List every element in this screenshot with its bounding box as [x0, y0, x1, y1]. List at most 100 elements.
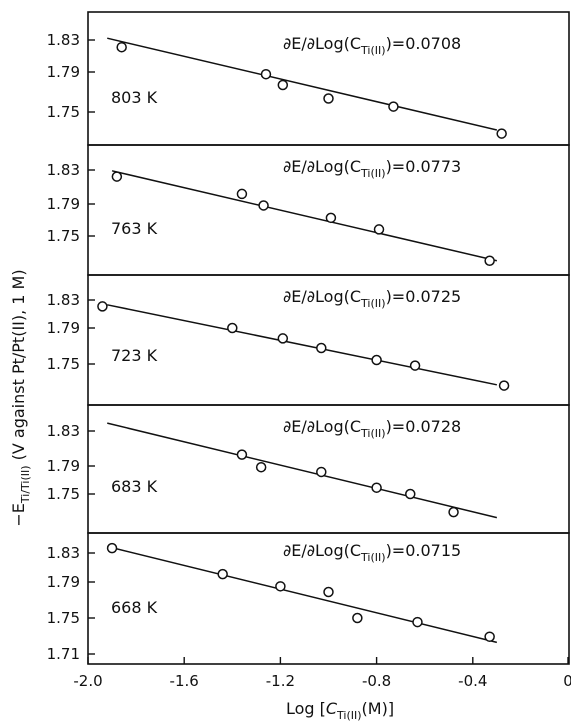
panel-1: 1.83 1.79 1.75 803 K ∂E/∂Log(CTi(II))=0.0708 — [47, 11, 570, 146]
y-tick-label: 1.75 — [47, 609, 80, 627]
slope-label-prefix: ∂E/∂Log(C — [283, 34, 361, 53]
slope-label: ∂E/∂Log(CTi(II))=0.0725 — [283, 287, 461, 310]
y-axis-label-suffix: (V against Pt/Pt(II), 1 M) — [9, 269, 28, 465]
data-point — [236, 449, 248, 460]
y-tick-label: 1.79 — [47, 63, 80, 81]
fit-line — [111, 170, 498, 262]
x-tick-label: -1.2 — [266, 672, 295, 690]
data-point — [448, 506, 459, 518]
data-point — [498, 380, 510, 391]
data-point — [323, 93, 334, 104]
fit-line — [107, 422, 498, 519]
y-axis-label-sub: Ti/Ti(II) — [19, 465, 32, 504]
x-tick-label: 0 — [563, 672, 571, 690]
y-tick-label: 1.75 — [47, 227, 80, 245]
data-point — [412, 616, 423, 628]
data-point — [260, 68, 272, 80]
data-point — [371, 482, 382, 493]
temperature-label: 763 K — [111, 219, 158, 238]
y-tick-label: 1.83 — [47, 31, 80, 49]
panel-4: 1.83 1.79 1.75 683 K ∂E/∂Log(CTi(II))=0.0728 — [47, 404, 570, 534]
panel-3: 1.83 1.79 1.75 723 K ∂E/∂Log(CTi(II))=0.0725 — [47, 274, 570, 406]
x-axis-label: Log [CTi(II)(M)] — [286, 699, 394, 722]
data-point — [409, 360, 421, 371]
data-point — [275, 581, 286, 592]
y-tick-label: 1.79 — [47, 319, 80, 337]
panel-frame — [87, 532, 570, 665]
y-tick-label: 1.83 — [47, 161, 80, 179]
data-point — [352, 612, 363, 624]
temperature-label: 683 K — [111, 477, 158, 496]
temperature-label: 668 K — [111, 598, 158, 617]
y-tick-label: 1.79 — [47, 457, 80, 475]
data-point — [106, 542, 118, 554]
slope-label-suffix: )=0.0715 — [386, 541, 462, 560]
y-axis-label: −ETi/Ti(II) (V against Pt/Pt(II), 1 M) — [9, 269, 32, 526]
data-point — [373, 224, 385, 235]
data-point — [388, 101, 399, 112]
fit-line — [107, 37, 498, 131]
data-point — [236, 188, 248, 200]
y-tick-label: 1.71 — [47, 645, 80, 663]
slope-label-sub: Ti(II) — [360, 427, 386, 440]
slope-label: ∂E/∂Log(CTi(II))=0.0708 — [283, 34, 461, 57]
data-point — [111, 171, 123, 182]
x-axis-label-sub: Ti(II) — [336, 709, 362, 722]
panel-5: 1.83 1.79 1.75 1.71 668 K ∂E/∂Log(CTi(II))=0.… — [47, 532, 570, 665]
x-axis-label-suffix: (M)] — [362, 699, 395, 718]
data-point — [227, 322, 238, 334]
data-point — [316, 466, 327, 478]
y-tick-label: 1.83 — [47, 422, 80, 440]
data-point — [325, 212, 337, 224]
slope-label-suffix: )=0.0728 — [386, 417, 462, 436]
x-tick-label: -0.8 — [362, 672, 391, 690]
data-point — [116, 41, 127, 53]
x-axis-label-c: C — [326, 699, 338, 718]
slope-label-sub: Ti(II) — [360, 44, 386, 57]
slope-label-prefix: ∂E/∂Log(C — [283, 541, 361, 560]
data-point — [277, 333, 289, 344]
temperature-label: 723 K — [111, 346, 158, 365]
x-tick-label: -0.4 — [458, 672, 487, 690]
slope-label-suffix: )=0.0708 — [386, 34, 462, 53]
fit-line — [107, 304, 498, 386]
fit-line — [107, 545, 498, 644]
slope-label: ∂E/∂Log(CTi(II))=0.0773 — [283, 157, 461, 180]
panel-frame — [87, 11, 570, 146]
y-tick-label: 1.83 — [47, 544, 80, 562]
data-point — [97, 301, 108, 312]
x-axis-label-prefix: Log [ — [286, 699, 326, 718]
y-tick-label: 1.75 — [47, 355, 80, 373]
y-tick-label: 1.83 — [47, 291, 80, 309]
data-point — [323, 586, 334, 598]
x-tick-label: -2.0 — [73, 672, 102, 690]
data-point — [405, 488, 416, 500]
data-point — [371, 354, 382, 366]
slope-label-sub: Ti(II) — [360, 167, 386, 180]
slope-label-suffix: )=0.0725 — [386, 287, 462, 306]
slope-label-prefix: ∂E/∂Log(C — [283, 417, 361, 436]
x-axis: -2.0 -1.6 -1.2 -0.8 -0.4 0 — [73, 657, 571, 690]
data-point — [496, 128, 507, 139]
panel-2: 1.83 1.79 1.75 763 K ∂E/∂Log(CTi(II))=0.0773 — [47, 144, 570, 276]
data-point — [484, 631, 495, 642]
slope-label-sub: Ti(II) — [360, 551, 386, 564]
y-tick-label: 1.75 — [47, 103, 80, 121]
y-axis-label-prefix: −E — [9, 503, 28, 527]
data-point — [484, 255, 495, 266]
temperature-label: 803 K — [111, 88, 158, 107]
data-point — [217, 568, 228, 580]
x-tick-label: -1.6 — [170, 672, 199, 690]
data-point — [258, 200, 269, 211]
data-point — [277, 79, 289, 91]
slope-label: ∂E/∂Log(CTi(II))=0.0715 — [283, 541, 461, 564]
data-point — [316, 342, 327, 354]
data-point — [255, 461, 267, 473]
y-tick-label: 1.79 — [47, 195, 80, 213]
slope-label-prefix: ∂E/∂Log(C — [283, 287, 361, 306]
slope-label-prefix: ∂E/∂Log(C — [283, 157, 361, 176]
y-tick-label: 1.79 — [47, 573, 80, 591]
slope-label: ∂E/∂Log(CTi(II))=0.0728 — [283, 417, 461, 440]
